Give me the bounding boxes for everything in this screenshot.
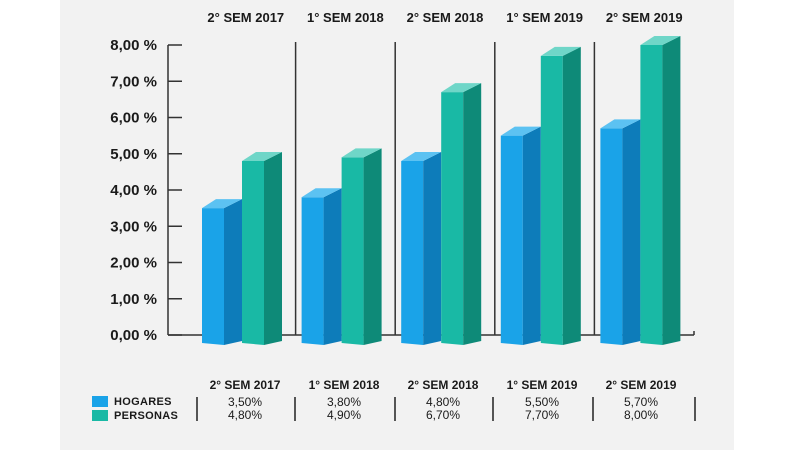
bar-hogares [600,119,641,345]
bar-personas-front [242,161,264,345]
bar-hogares-side [522,126,541,345]
bar-hogares-top [401,152,442,161]
bar-personas-side [562,46,581,345]
bar-personas [341,148,382,345]
bar-hogares-front [500,135,523,345]
bar-personas [540,46,581,345]
category-label: 1° SEM 2018 [307,10,384,25]
bar-personas-top [341,148,382,158]
bar-hogares [500,126,541,345]
bar-personas-top [640,36,681,45]
category-label: 1° SEM 2019 [506,10,583,25]
category-label: 2° SEM 2019 [606,10,683,25]
y-tick-label: 0,00 % [110,327,157,344]
bar-hogares-front [301,197,324,345]
bar-personas [242,152,282,345]
category-label: 2° SEM 2018 [407,10,484,25]
y-tick-label: 1,00 % [110,291,157,308]
bar-hogares-side [622,119,641,345]
bar-personas-front [540,55,563,345]
bar-personas-front [341,157,364,345]
y-tick-label: 4,00 % [110,182,157,199]
bar-personas-top [242,152,282,161]
bar-hogares-front [202,208,224,345]
bar-personas [640,36,681,345]
bar-hogares [202,199,242,345]
bar-personas-side [662,36,681,345]
bar-personas-side [363,148,382,345]
bar-personas-top [540,46,581,56]
bar-hogares-front [401,161,424,345]
bar-hogares-top [202,199,242,209]
bar-personas-side [463,83,482,345]
bar-personas-front [441,92,464,345]
bar-hogares-side [323,188,342,345]
bar-personas-side [264,152,282,345]
category-label: 2° SEM 2017 [207,10,284,25]
y-tick-label: 8,00 % [110,37,157,54]
bar-hogares-top [301,188,342,198]
bar-hogares-front [600,128,623,345]
bar-personas [441,83,482,345]
bar-personas-top [441,83,482,93]
bar-hogares-top [600,119,641,129]
y-tick-label: 2,00 % [110,255,157,272]
y-tick-label: 3,00 % [110,218,157,235]
bar-hogares-side [423,152,442,345]
bar-hogares-side [224,199,242,345]
bar-hogares [401,152,442,345]
bar-hogares [301,188,342,345]
y-tick-label: 5,00 % [110,146,157,163]
y-tick-label: 6,00 % [110,110,157,127]
bar-hogares-top [500,126,541,136]
bar-personas-front [640,45,663,345]
y-tick-label: 7,00 % [110,73,157,90]
